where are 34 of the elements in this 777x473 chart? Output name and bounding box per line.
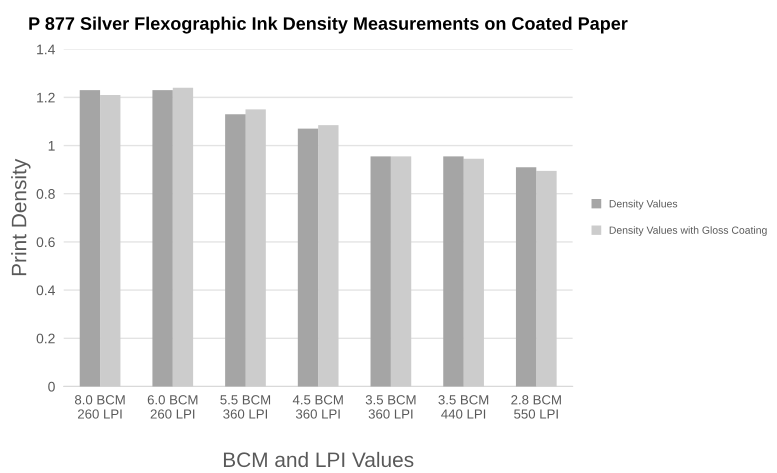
y-tick-label: 0.6 bbox=[36, 237, 55, 248]
y-tick-label: 1 bbox=[48, 141, 55, 151]
x-tick-label: 8.0 BCM 260 LPI bbox=[74, 395, 125, 419]
x-tick-label: 6.0 BCM 260 LPI bbox=[148, 395, 198, 419]
x-tick-label: 3.5 BCM 440 LPI bbox=[438, 395, 488, 419]
bar bbox=[100, 94, 120, 386]
bar bbox=[172, 88, 194, 386]
bar bbox=[390, 156, 412, 386]
x-tick-label: 5.5 BCM 360 LPI bbox=[220, 395, 270, 419]
bar bbox=[370, 156, 391, 386]
bar bbox=[318, 125, 339, 386]
bar bbox=[80, 90, 100, 386]
bar bbox=[245, 109, 266, 386]
bar bbox=[298, 128, 318, 386]
bar bbox=[516, 167, 536, 386]
legend-label: Density Values bbox=[610, 200, 678, 210]
y-tick-label: 1.4 bbox=[37, 44, 55, 54]
legend-label: Density Values with Gloss Coating bbox=[610, 226, 767, 236]
bar bbox=[464, 158, 484, 386]
x-axis-title: BCM and LPI Values bbox=[224, 452, 414, 468]
bar bbox=[536, 170, 557, 386]
x-tick-label: 3.5 BCM 360 LPI bbox=[366, 395, 416, 419]
y-tick-label: 0 bbox=[48, 382, 55, 392]
chart-title: P 877 Silver Flexographic Ink Density Measurements on Coated Paper bbox=[29, 16, 628, 34]
y-tick-label: 0.8 bbox=[36, 189, 55, 199]
bar bbox=[225, 114, 246, 386]
x-tick-label: 4.5 BCM 360 LPI bbox=[292, 395, 343, 419]
y-tick-label: 1.2 bbox=[37, 92, 55, 102]
x-tick-label: 2.8 BCM 550 LPI bbox=[511, 395, 561, 419]
y-axis-title: Print Density bbox=[11, 158, 31, 276]
bar bbox=[443, 156, 464, 386]
bar bbox=[152, 90, 173, 386]
y-tick-label: 0.2 bbox=[36, 334, 55, 344]
y-tick-label: 0.4 bbox=[36, 285, 55, 296]
